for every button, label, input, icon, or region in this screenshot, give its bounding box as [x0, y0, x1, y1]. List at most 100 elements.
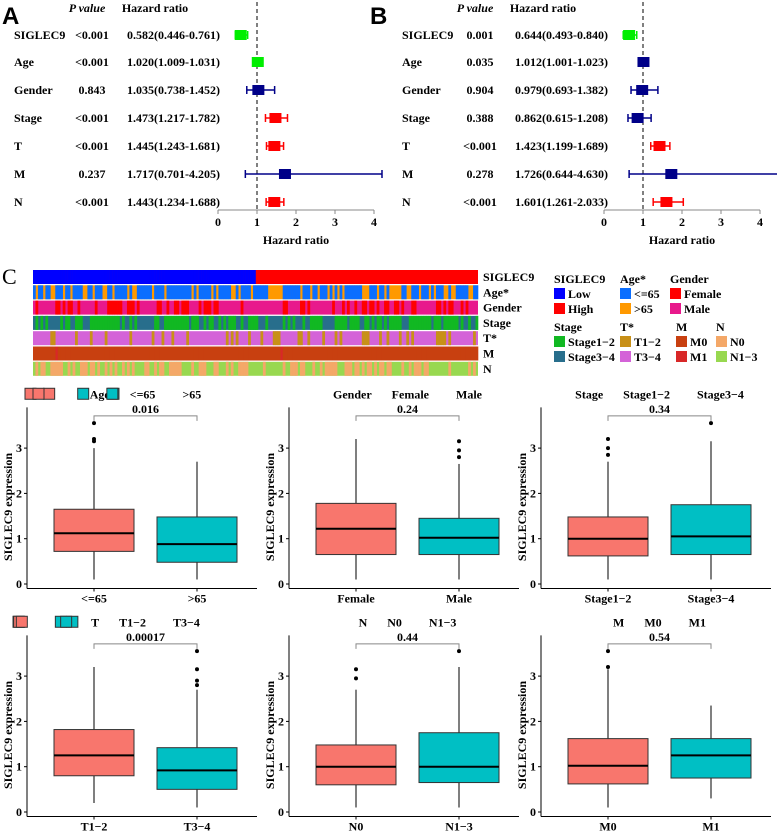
- heatmap-cell: [448, 285, 452, 300]
- heatmap-cell: [346, 300, 350, 315]
- row-p-value: 0.001: [467, 28, 494, 42]
- heatmap-cell: [156, 285, 160, 300]
- heatmap-cell: [290, 361, 293, 376]
- heatmap-cell: [171, 315, 175, 330]
- heatmap-cell: [186, 270, 190, 284]
- legend-label: N1−3: [730, 350, 758, 364]
- heatmap-cell: [67, 346, 71, 361]
- heatmap-cell: [421, 346, 424, 361]
- heatmap-cell: [295, 361, 298, 376]
- row-hr-text: 1.012(1.001-1.023): [515, 55, 608, 69]
- heatmap-cell: [107, 300, 110, 315]
- heatmap-cell: [342, 300, 345, 315]
- x-tick-label: M0: [599, 820, 616, 831]
- heatmap-cell: [196, 270, 199, 284]
- y-tick-label: 1: [278, 532, 284, 546]
- heatmap-cell: [129, 270, 133, 284]
- heatmap-cell: [218, 346, 222, 361]
- heatmap-cell: [156, 270, 160, 284]
- heatmap-cell: [428, 315, 432, 330]
- heatmap-cell: [398, 315, 402, 330]
- heatmap-cell: [285, 346, 288, 361]
- heatmap-cell: [67, 300, 71, 315]
- heatmap-cell: [156, 346, 160, 361]
- p-value-label: 0.54: [649, 630, 670, 644]
- heatmap-cell: [230, 331, 234, 346]
- heatmap-cell: [287, 315, 291, 330]
- heatmap-cell: [379, 331, 382, 346]
- row-p-value: 0.278: [467, 167, 494, 181]
- row-p-value: 0.388: [467, 111, 494, 125]
- heatmap-cell: [104, 331, 108, 346]
- heatmap-cell: [282, 315, 286, 330]
- heatmap-cell: [77, 300, 81, 315]
- x-tick-label: 4: [371, 215, 377, 229]
- heatmap-cell: [285, 285, 288, 300]
- heatmap-cell: [35, 315, 39, 330]
- row-hr-text: 1.717(0.701-4.205): [127, 167, 220, 181]
- heatmap-cell: [391, 346, 395, 361]
- heatmap-cell: [401, 285, 405, 300]
- legend-swatch: [620, 351, 631, 362]
- heatmap-cell: [129, 315, 133, 330]
- hr-marker: [268, 141, 281, 151]
- heatmap-cell: [203, 270, 207, 284]
- x-tick-label: >65: [188, 592, 207, 606]
- heatmap-cell: [245, 270, 249, 284]
- heatmap-cell: [84, 270, 88, 284]
- row-hr-text: 0.979(0.693-1.382): [515, 83, 608, 97]
- heatmap-cell: [300, 331, 303, 346]
- heatmap-cell: [191, 315, 194, 330]
- heatmap-cell: [453, 315, 457, 330]
- heatmap-cell: [99, 285, 103, 300]
- heatmap-cell: [240, 315, 244, 330]
- heatmap-cell: [319, 285, 323, 300]
- outlier-point: [709, 421, 713, 426]
- heatmap-cell: [52, 331, 56, 346]
- y-tick-label: 2: [278, 486, 284, 500]
- heatmap-cell: [223, 346, 227, 361]
- heatmap-cell: [230, 315, 234, 330]
- heatmap-cell: [460, 315, 464, 330]
- heatmap-cell: [33, 346, 36, 361]
- heatmap-cell: [408, 346, 412, 361]
- heatmap-cell: [211, 346, 214, 361]
- heatmap-cell: [99, 315, 103, 330]
- y-axis-label: SIGLEC9 expression: [515, 453, 529, 561]
- heatmap-cell: [228, 285, 232, 300]
- heatmap-cell: [57, 300, 61, 315]
- heatmap-cell: [238, 346, 241, 361]
- heatmap-cell: [411, 331, 415, 346]
- x-tick-label: 0: [215, 215, 221, 229]
- heatmap-cell: [35, 270, 39, 284]
- heatmap-cell: [282, 300, 286, 315]
- heatmap-cell: [112, 346, 115, 361]
- heatmap-cell: [134, 315, 138, 330]
- heatmap-cell: [173, 285, 177, 300]
- y-tick-label: 2: [530, 486, 536, 500]
- heatmap-cell: [460, 346, 464, 361]
- heatmap-cell: [438, 346, 442, 361]
- heatmap-cell: [79, 361, 83, 376]
- heatmap-cell: [87, 270, 91, 284]
- heatmap-cell: [94, 270, 98, 284]
- row-p-value: 0.904: [467, 83, 494, 97]
- heatmap-cell: [134, 270, 138, 284]
- heatmap-cell: [248, 285, 251, 300]
- heatmap-cell: [334, 331, 338, 346]
- heatmap-cell: [386, 361, 390, 376]
- row-p-value: <0.001: [463, 139, 497, 153]
- box: [53, 508, 135, 552]
- heatmap-cell: [109, 315, 113, 330]
- legend-label: >65: [634, 302, 653, 316]
- heatmap-cell: [282, 361, 286, 376]
- y-tick-label: 1: [530, 532, 536, 546]
- heatmap-cell: [445, 346, 449, 361]
- heatmap-cell: [302, 315, 306, 330]
- heatmap-cell: [450, 346, 454, 361]
- heatmap-cell: [154, 270, 157, 284]
- heatmap-cell: [270, 346, 274, 361]
- heatmap-cell: [206, 346, 209, 361]
- hr-marker: [660, 197, 673, 207]
- legend-title: N: [359, 615, 368, 629]
